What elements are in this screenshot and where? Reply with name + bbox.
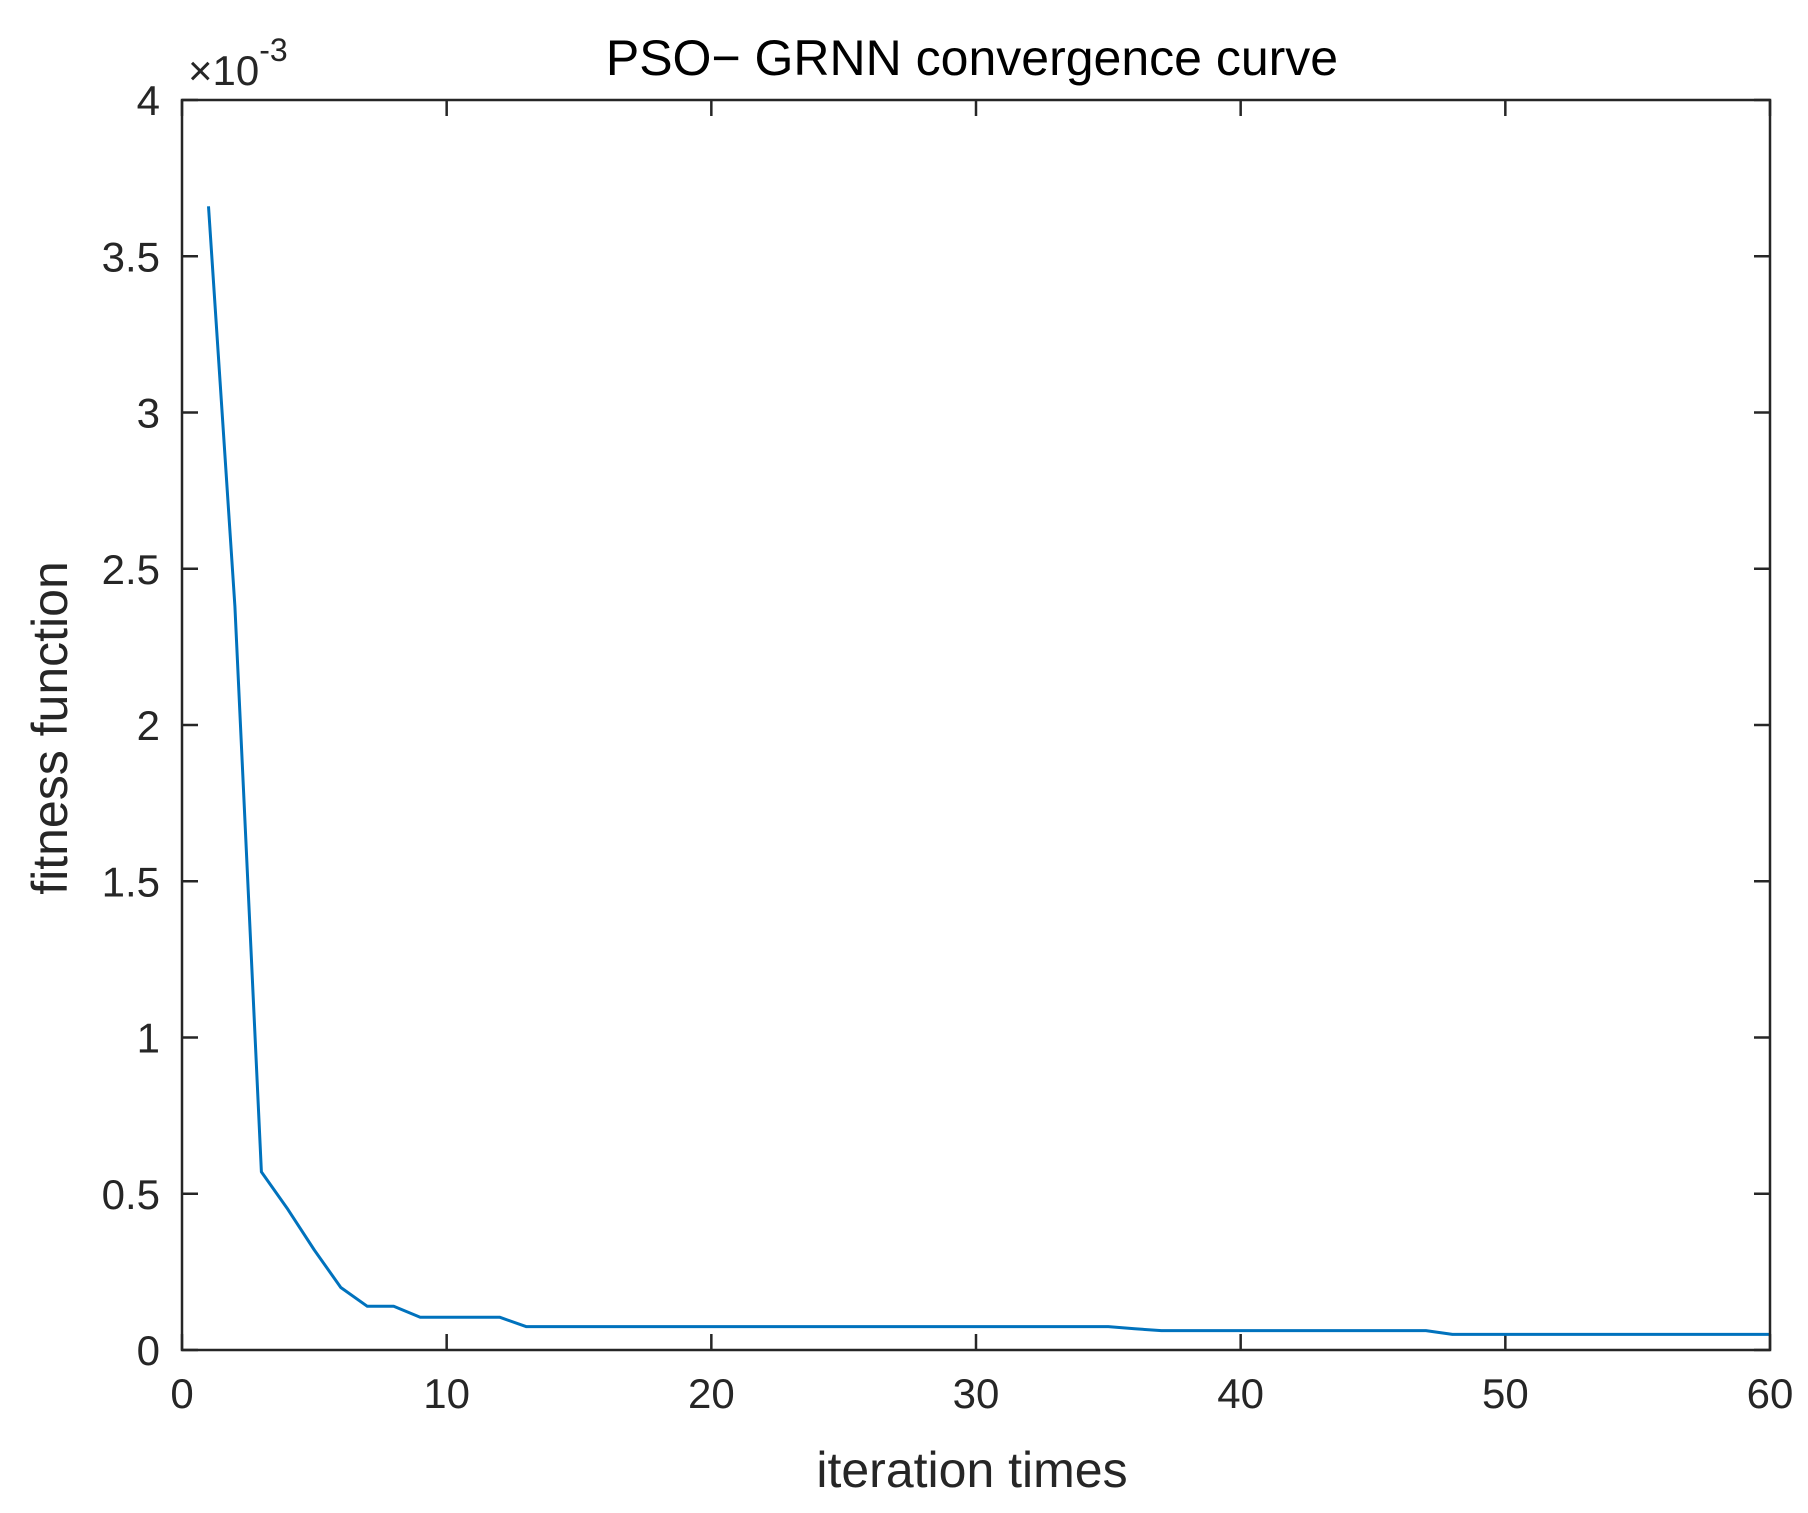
y-tick-label: 2 (137, 702, 160, 749)
series-line (207, 206, 1770, 1336)
x-tick-label: 40 (1217, 1370, 1264, 1417)
x-tick-label: 0 (170, 1370, 193, 1417)
series-layer (207, 206, 1770, 1336)
x-tick-label: 20 (688, 1370, 735, 1417)
y-multiplier-base: ×10 (188, 47, 259, 94)
plot-area-border (180, 98, 1772, 1352)
y-tick-label: 2.5 (102, 546, 160, 593)
y-tick-label: 0 (137, 1327, 160, 1374)
axis-ticks (180, 98, 1772, 1352)
chart-title: PSO− GRNN convergence curve (606, 30, 1338, 86)
y-tick-label: 1 (137, 1015, 160, 1062)
y-axis-label: fitness function (22, 561, 78, 895)
y-multiplier-exponent: -3 (259, 32, 287, 68)
x-axis-label: iteration times (816, 1442, 1127, 1498)
x-tick-label: 30 (953, 1370, 1000, 1417)
x-tick-label: 50 (1482, 1370, 1529, 1417)
y-tick-label: 1.5 (102, 858, 160, 905)
y-tick-label: 4 (137, 77, 160, 124)
y-tick-label: 0.5 (102, 1171, 160, 1218)
y-tick-label: 3 (137, 390, 160, 437)
y-multiplier: ×10-3 (188, 32, 288, 94)
x-tick-label: 10 (423, 1370, 470, 1417)
y-tick-label: 3.5 (102, 233, 160, 280)
tick-labels: 0 10 20 30 40 50 60 0 0.5 1 1.5 2 2.5 3 3.5 4 (102, 77, 1794, 1417)
x-tick-label: 60 (1747, 1370, 1794, 1417)
